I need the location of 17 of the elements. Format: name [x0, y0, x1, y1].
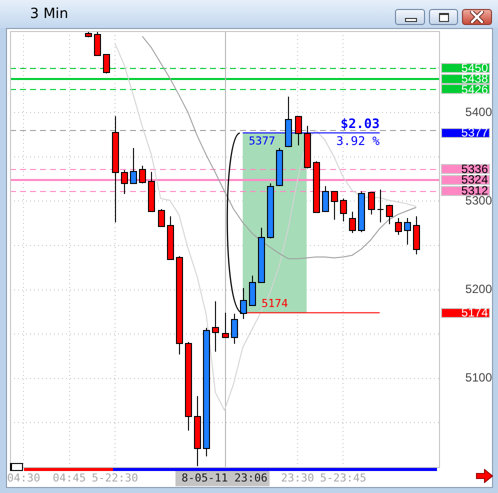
x-tick-label: 04:45: [52, 471, 86, 484]
annotation: $2.03: [340, 116, 380, 132]
annotation: 3.92 %: [336, 134, 380, 148]
x-tick-label: 5-22:30: [92, 471, 138, 484]
y-tick-label: 5200: [465, 282, 492, 296]
x-tick-label: 5-23:45: [320, 471, 366, 484]
x-tick-label: 04:30: [7, 471, 40, 484]
x-tick-label: 23:30: [280, 471, 314, 484]
candlestick: [377, 189, 384, 223]
text: 5174: [461, 306, 488, 320]
chart-title: 3 Min: [30, 6, 68, 22]
y-tick-label: 5100: [465, 370, 492, 385]
annotation: 5174: [261, 297, 288, 310]
text: 5377: [461, 126, 488, 140]
x-tick-label: 8-05-11 23:06: [181, 471, 268, 484]
y-tick-label: 5400: [465, 104, 492, 119]
annotation: 5377: [248, 134, 276, 148]
